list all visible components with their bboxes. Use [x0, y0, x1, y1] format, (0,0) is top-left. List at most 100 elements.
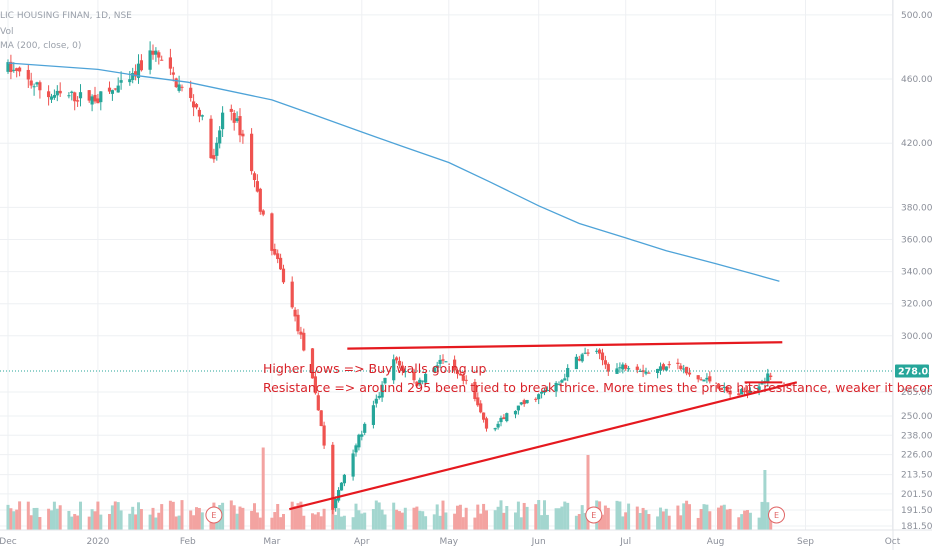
- candle-body: [392, 359, 396, 381]
- candle-body: [737, 393, 741, 396]
- candle-body: [177, 84, 181, 91]
- volume-bar: [392, 502, 396, 530]
- volume-bar: [380, 509, 384, 530]
- candle-body: [194, 104, 199, 108]
- candle-body: [90, 96, 94, 105]
- candle-body: [302, 332, 306, 351]
- volume-bar: [26, 501, 30, 530]
- volume-bar: [746, 510, 749, 530]
- volume-bar: [679, 515, 683, 530]
- volume-bar: [748, 512, 752, 530]
- candle-body: [586, 352, 590, 354]
- volume-bar: [519, 517, 523, 530]
- volume-bar: [702, 504, 706, 530]
- candle-body: [685, 366, 689, 374]
- volume-bar: [351, 517, 355, 530]
- volume-bar: [340, 516, 343, 530]
- volume-bar: [290, 501, 294, 530]
- candle-body: [221, 112, 225, 130]
- x-tick-label: May: [439, 537, 458, 547]
- candle-body: [606, 364, 610, 372]
- candle-body: [134, 71, 138, 77]
- candle-body: [136, 63, 141, 78]
- volume-bar: [421, 511, 425, 530]
- y-tick-label: 238.00: [901, 431, 932, 441]
- candle-body: [96, 98, 100, 104]
- volume-bar: [302, 515, 306, 530]
- volume-bar: [47, 508, 51, 530]
- candle-body: [32, 86, 36, 88]
- candle-body: [35, 82, 39, 85]
- volume-bar: [261, 447, 265, 530]
- candle-body: [331, 444, 335, 510]
- candle-body: [116, 85, 120, 93]
- candle-body: [360, 434, 364, 437]
- resistance-trendline[interactable]: [347, 341, 783, 350]
- volume-bar: [403, 507, 407, 530]
- x-tick-label: Jul: [619, 537, 631, 547]
- earnings-marker[interactable]: [205, 506, 223, 524]
- candle-body: [676, 362, 680, 364]
- candle-body: [725, 386, 729, 392]
- candle-body: [55, 90, 59, 96]
- volume-bar: [87, 516, 91, 530]
- candle-body: [261, 210, 265, 215]
- candle-body: [67, 95, 71, 97]
- support-trendline[interactable]: [289, 381, 798, 511]
- volume-bar: [151, 507, 155, 530]
- volume-bar: [563, 501, 567, 530]
- candle-body: [26, 69, 30, 80]
- candle-body: [618, 367, 622, 369]
- candle-body: [180, 86, 184, 88]
- candle-body: [519, 402, 523, 405]
- candle-body: [131, 73, 135, 80]
- volume-bar: [322, 508, 326, 530]
- volume-bar: [537, 500, 541, 530]
- volume-bar: [174, 516, 178, 530]
- candle-body: [540, 391, 544, 394]
- volume-bar: [241, 507, 245, 530]
- volume-bar: [627, 503, 631, 530]
- last-price-badge-bg: [895, 364, 929, 378]
- candle-body: [534, 398, 538, 400]
- candle-body: [148, 50, 152, 70]
- candle-body: [473, 381, 477, 400]
- volume-bar: [635, 506, 639, 530]
- candle-body: [397, 360, 402, 366]
- earnings-marker[interactable]: [768, 506, 785, 524]
- candle-body: [189, 87, 193, 99]
- volume-bar: [189, 510, 193, 530]
- candle-body: [215, 142, 219, 156]
- last-price-label: 278.05: [898, 367, 932, 378]
- volume-bar: [493, 510, 497, 530]
- earnings-marker[interactable]: [585, 506, 603, 524]
- volume-bar: [96, 501, 100, 530]
- candle-body: [661, 364, 665, 370]
- volume-bar: [282, 513, 285, 530]
- volume-bar: [479, 513, 483, 530]
- candle-body: [107, 87, 112, 92]
- volume-bar: [685, 500, 689, 530]
- candle-body: [621, 364, 625, 370]
- candle-body: [258, 188, 262, 212]
- volume-bar: [18, 501, 22, 530]
- volume-bar: [192, 515, 196, 530]
- volume-bar: [99, 514, 103, 530]
- y-tick-label: 340.00: [901, 268, 932, 278]
- candle-body: [76, 100, 80, 102]
- y-tick-label: 191.50: [901, 506, 932, 516]
- volume-bar: [342, 515, 346, 530]
- volume-bar: [502, 512, 506, 530]
- volume-bar: [464, 507, 468, 530]
- annotation-line-2: Resistance => around 295 been tried to b…: [263, 380, 932, 395]
- candle-body: [435, 365, 439, 369]
- candle-body: [200, 115, 204, 117]
- candle-body: [209, 118, 213, 159]
- candle-body: [615, 368, 619, 374]
- candle-body: [722, 386, 726, 388]
- volume-bar: [131, 506, 135, 530]
- candle-body: [476, 397, 480, 406]
- volume-bar: [499, 500, 503, 530]
